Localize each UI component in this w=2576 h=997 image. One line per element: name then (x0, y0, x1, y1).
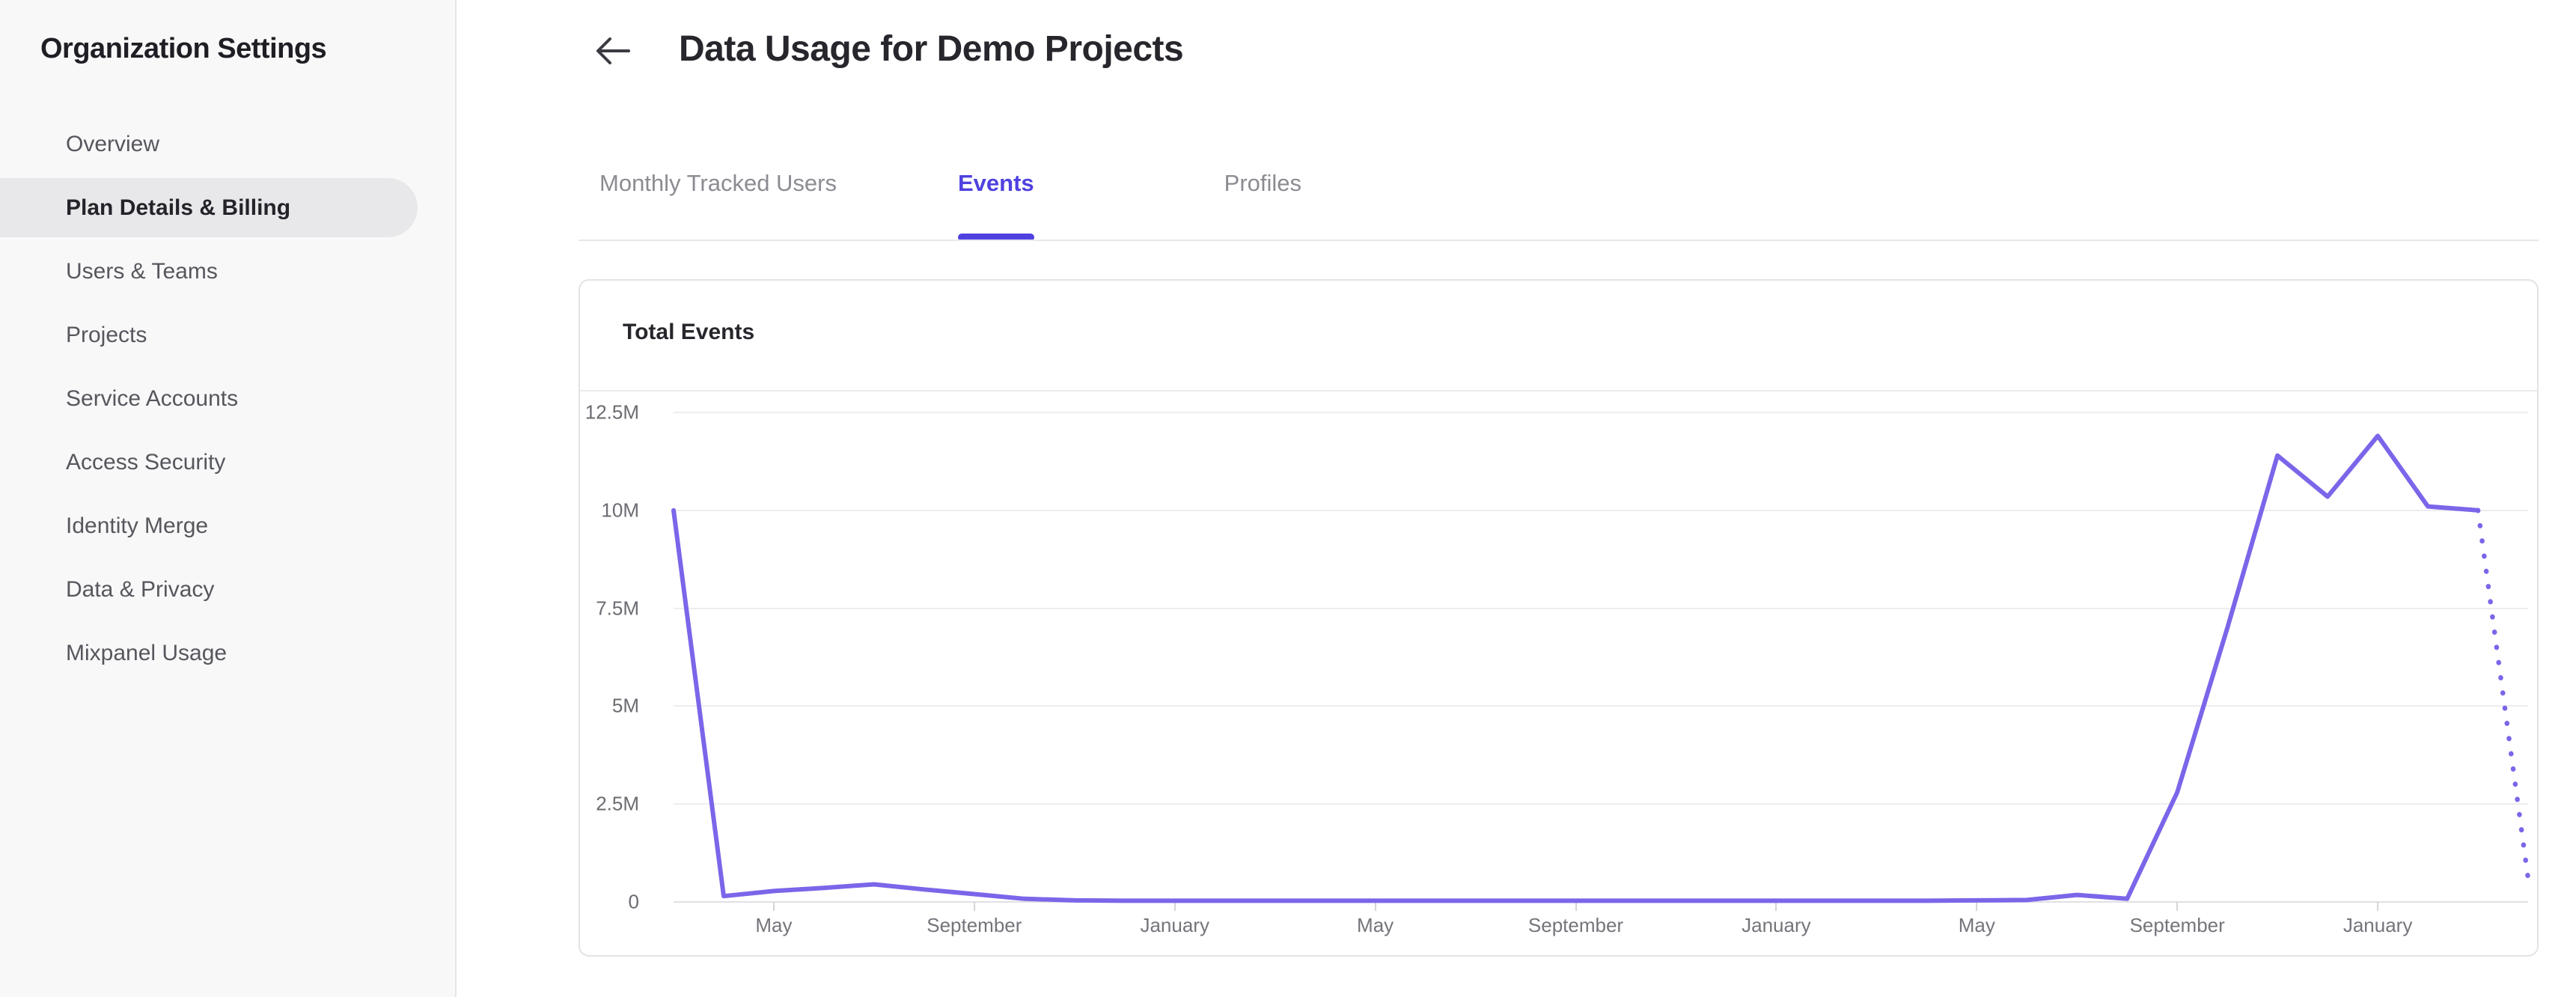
x-axis-label-7-september: September (2129, 914, 2225, 936)
gridline-12-5m (674, 412, 2528, 413)
plot-area: 12.5M 10M 7.5M 5M 2.5M 0 May September January Ma… (585, 401, 2531, 936)
page-title: Data Usage for Demo Projects (679, 29, 1184, 69)
x-axis-tick (2377, 902, 2379, 911)
arrow-left-icon (594, 34, 630, 68)
sidebar: Organization Settings Overview Plan Detai… (0, 0, 457, 997)
tab-profiles[interactable]: Profiles (1224, 170, 1302, 196)
series-line-projected-dotted (2475, 507, 2531, 881)
tab-monthly-tracked-users[interactable]: Monthly Tracked Users (599, 170, 837, 196)
back-button[interactable] (591, 30, 633, 72)
sidebar-item-overview[interactable]: Overview (66, 131, 160, 156)
x-axis-tick (973, 902, 975, 911)
sidebar-item-users-teams[interactable]: Users & Teams (66, 258, 218, 284)
series-line-solid (671, 433, 2480, 903)
usage-card-header: Total Events (580, 281, 2537, 391)
sidebar-item-projects[interactable]: Projects (66, 322, 147, 347)
x-axis-tick (2176, 902, 2179, 911)
sidebar-item-service-accounts[interactable]: Service Accounts (66, 385, 239, 411)
sidebar-nav: Overview Plan Details & Billing Users & Te… (0, 112, 455, 685)
gridline-5m (674, 705, 2528, 707)
tab-events[interactable]: Events (958, 170, 1034, 241)
gridline-2-5m (674, 803, 2528, 805)
x-axis-tick (1173, 902, 1176, 911)
sidebar-item-access-security[interactable]: Access Security (66, 449, 226, 475)
x-axis-label-2-january: January (1140, 914, 1209, 936)
y-axis-label-2-5m: 2.5M (596, 792, 639, 815)
events-line-chart[interactable] (671, 412, 2531, 903)
x-axis-label-4-september: September (1527, 914, 1624, 936)
gridline-10m (674, 509, 2528, 511)
x-axis-tick (772, 902, 775, 911)
x-axis-tick (1775, 902, 1777, 911)
x-axis-label-8-january: January (2342, 914, 2413, 936)
x-axis-tick (1374, 902, 1376, 911)
y-axis-label-5m: 5M (611, 694, 639, 717)
usage-card-title: Total Events (623, 320, 755, 344)
usage-card: Total Events (579, 279, 2539, 957)
tab-bar-divider (579, 240, 2539, 241)
sidebar-item-plan-details-billing[interactable]: Plan Details & Billing (0, 178, 418, 237)
y-axis-label-12-5m: 12.5M (585, 400, 639, 424)
y-axis-label-7-5m: 7.5M (596, 597, 639, 620)
y-axis-label-10m: 10M (601, 498, 639, 522)
sidebar-item-identity-merge[interactable]: Identity Merge (66, 513, 209, 538)
sidebar-item-mixpanel-usage[interactable]: Mixpanel Usage (66, 640, 228, 665)
x-axis-tick (1575, 902, 1577, 911)
y-axis-label-0: 0 (628, 890, 639, 913)
x-axis-tick (1976, 902, 1978, 911)
sidebar-item-data-privacy[interactable]: Data & Privacy (66, 576, 215, 602)
x-axis-label-5-january: January (1742, 914, 1811, 936)
gridline-7-5m (674, 607, 2528, 609)
x-axis-label-1-september: September (927, 914, 1022, 936)
tab-bar: Monthly Tracked Users Events Profiles (599, 170, 1302, 241)
sidebar-title: Organization Settings (40, 33, 327, 64)
x-axis-label-3-may: May (1357, 914, 1394, 936)
x-axis-label-0-may: May (755, 914, 793, 936)
x-axis-label-6-may: May (1958, 914, 1995, 936)
